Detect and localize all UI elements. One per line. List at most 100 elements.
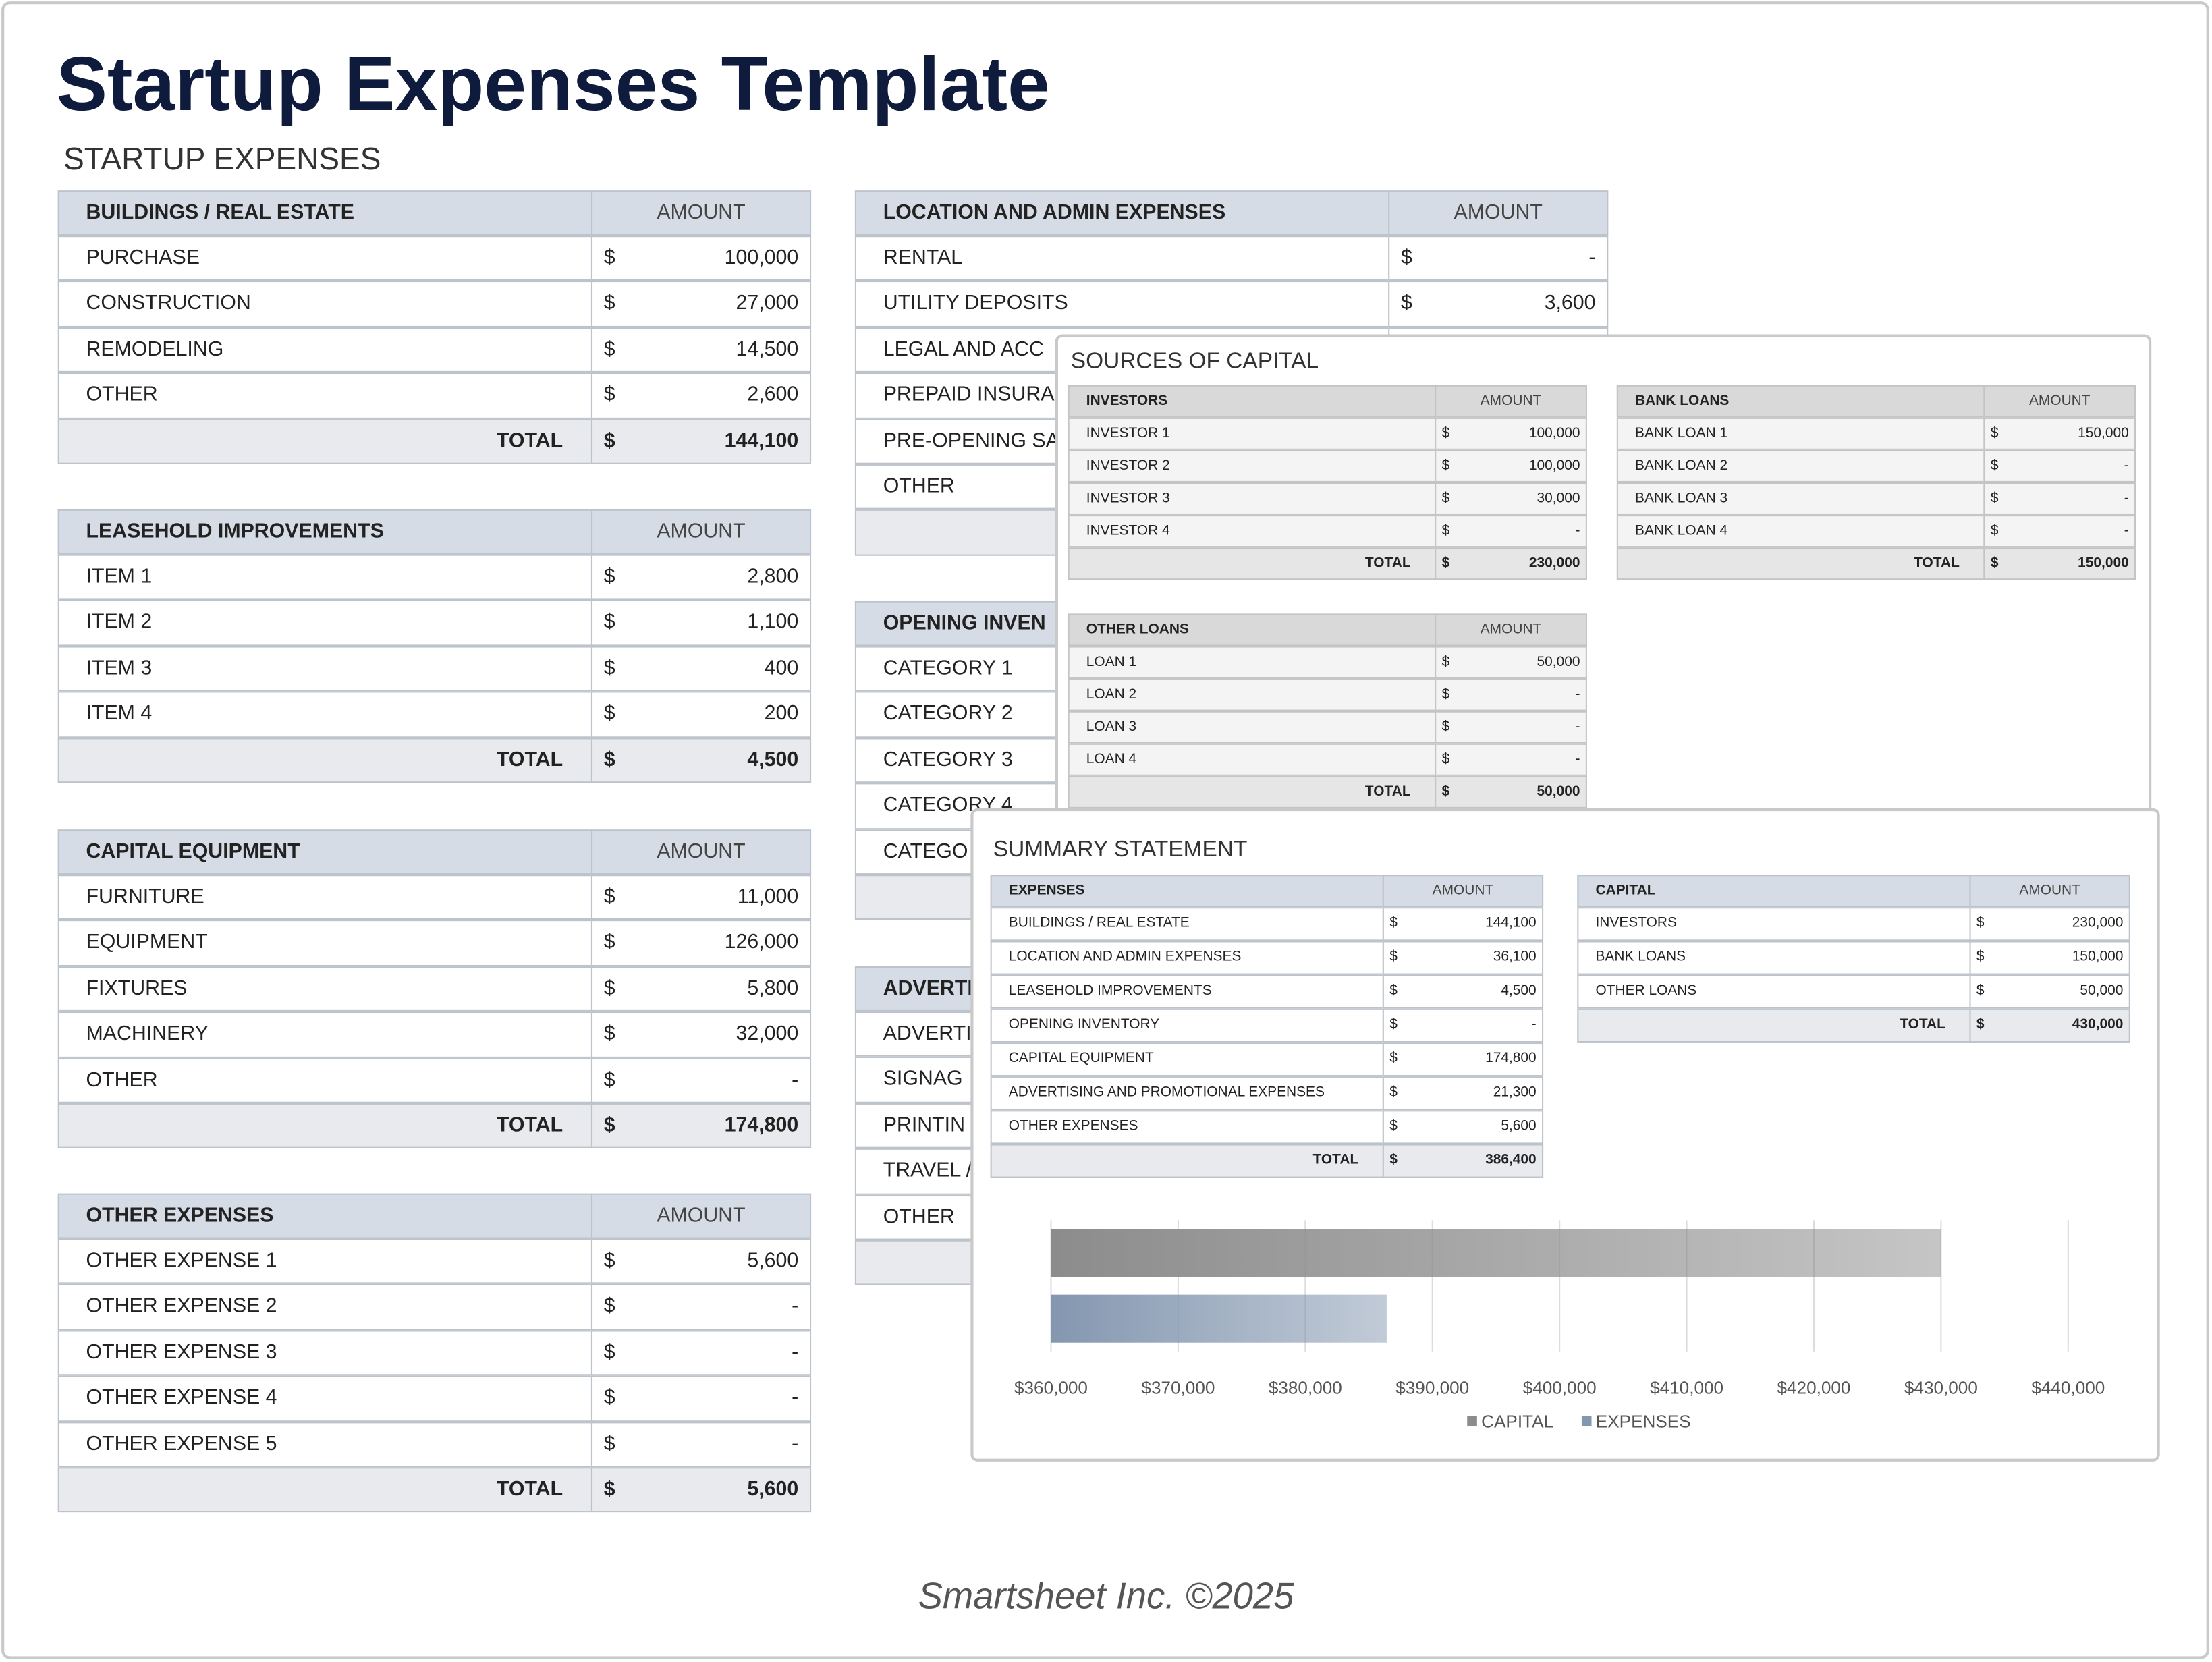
table-row-amount: - bbox=[2124, 523, 2129, 539]
currency-sign: $ bbox=[603, 931, 615, 955]
table-row-label: CAPITAL EQUIPMENT bbox=[1008, 1051, 1154, 1067]
table-row-cell bbox=[1616, 482, 1985, 516]
currency-sign: $ bbox=[603, 1023, 615, 1046]
table-row-cell bbox=[990, 941, 1384, 975]
currency-sign: $ bbox=[603, 292, 615, 316]
total-row-cell bbox=[1616, 547, 1985, 580]
table-row-amount: 3,600 bbox=[1544, 292, 1596, 316]
table-row-cell bbox=[590, 554, 812, 601]
table-title: BUILDINGS / REAL ESTATE bbox=[86, 201, 355, 225]
table-row-cell bbox=[590, 966, 812, 1012]
amount-header: AMOUNT bbox=[2028, 393, 2091, 410]
table-header-cell bbox=[1435, 613, 1587, 646]
table-row-cell bbox=[590, 372, 812, 419]
x-tick-label: $360,000 bbox=[1014, 1378, 1088, 1398]
table-row-cell bbox=[1068, 482, 1437, 516]
currency-sign: $ bbox=[1441, 458, 1450, 474]
table-header-cell bbox=[590, 190, 812, 236]
total-row-label: TOTAL bbox=[1364, 784, 1411, 800]
amount-header: AMOUNT bbox=[657, 1204, 746, 1227]
table-title: OTHER LOANS bbox=[1086, 621, 1189, 638]
table-row-cell bbox=[1382, 974, 1544, 1009]
table-row-cell bbox=[1969, 974, 2130, 1009]
table-row-amount: 150,000 bbox=[2072, 949, 2124, 965]
table-row-cell bbox=[1577, 941, 1971, 975]
table-header-cell bbox=[1388, 190, 1609, 236]
table-row-cell bbox=[590, 875, 812, 920]
table-row-cell bbox=[590, 1421, 812, 1468]
table-row-cell bbox=[1435, 678, 1587, 711]
currency-sign: $ bbox=[603, 1250, 615, 1273]
table-row-amount: - bbox=[792, 1295, 799, 1319]
currency-sign: $ bbox=[1389, 983, 1398, 999]
table-row-amount: 30,000 bbox=[1537, 491, 1580, 507]
total-row-label: TOTAL bbox=[1312, 1153, 1359, 1169]
table-row-cell bbox=[1068, 743, 1437, 776]
table-row-cell bbox=[57, 327, 593, 373]
total-row-label: TOTAL bbox=[1914, 555, 1960, 572]
table-row-amount: - bbox=[1575, 523, 1580, 539]
table-row-cell bbox=[854, 236, 1390, 281]
table-row-cell bbox=[1983, 482, 2136, 516]
table-row-amount: - bbox=[2124, 491, 2129, 507]
amount-header: AMOUNT bbox=[1480, 621, 1542, 638]
table-row-label: CATEGORY 1 bbox=[883, 657, 1013, 680]
table-row-cell bbox=[590, 1284, 812, 1330]
table-row-label: CATEGORY 2 bbox=[883, 702, 1013, 726]
table-row-cell bbox=[1068, 515, 1437, 548]
currency-sign: $ bbox=[1441, 555, 1450, 572]
currency-sign: $ bbox=[1441, 655, 1450, 671]
table-row-label: CONSTRUCTION bbox=[86, 292, 251, 316]
currency-sign: $ bbox=[1990, 491, 1999, 507]
table-row-cell bbox=[1969, 941, 2130, 975]
total-row-cell bbox=[57, 737, 593, 783]
table-row-cell bbox=[1382, 941, 1544, 975]
total-row-label: TOTAL bbox=[496, 748, 563, 771]
table-row-cell bbox=[1969, 907, 2130, 941]
table-row-label: REMODELING bbox=[86, 338, 224, 361]
table-row-cell bbox=[990, 907, 1384, 941]
table-row-label: ADVERTI bbox=[883, 1022, 972, 1046]
table-row-label: INVESTOR 3 bbox=[1086, 491, 1170, 507]
table-row-cell bbox=[1388, 281, 1609, 327]
table-row-label: OTHER bbox=[883, 475, 955, 498]
table-row-cell bbox=[1983, 449, 2136, 482]
table-header-cell bbox=[57, 829, 593, 875]
table-row-amount: 126,000 bbox=[724, 931, 799, 955]
currency-sign: $ bbox=[603, 1387, 615, 1410]
table-header-cell bbox=[1435, 385, 1587, 418]
currency-sign: $ bbox=[603, 1295, 615, 1319]
table-row-amount: - bbox=[1575, 752, 1580, 768]
x-tick-label: $430,000 bbox=[1904, 1378, 1978, 1398]
table-row-label: OPENING INVENTORY bbox=[1008, 1017, 1160, 1033]
table-row-amount: 5,600 bbox=[1501, 1118, 1537, 1134]
table-header-cell bbox=[1983, 385, 2136, 418]
total-row-cell bbox=[1983, 547, 2136, 580]
table-row-cell bbox=[1435, 743, 1587, 776]
currency-sign: $ bbox=[1976, 949, 1985, 965]
table-row-label: OTHER bbox=[883, 1205, 955, 1229]
x-tick-label: $390,000 bbox=[1395, 1378, 1469, 1398]
x-tick-label: $400,000 bbox=[1523, 1378, 1597, 1398]
table-row-cell bbox=[990, 1076, 1384, 1111]
table-row-label: PRE-OPENING SA bbox=[883, 429, 1059, 453]
table-row-cell bbox=[590, 1057, 812, 1103]
total-row-cell bbox=[1435, 775, 1587, 808]
currency-sign: $ bbox=[603, 1068, 615, 1092]
table-row-cell bbox=[57, 372, 593, 419]
currency-sign: $ bbox=[603, 702, 615, 725]
table-row-cell bbox=[1983, 417, 2136, 450]
currency-sign: $ bbox=[1976, 983, 1985, 999]
table-row-label: OTHER EXPENSE 3 bbox=[86, 1341, 277, 1364]
table-row-label: PREPAID INSURAN bbox=[883, 384, 1070, 407]
legend-swatch bbox=[1581, 1416, 1592, 1426]
table-header-cell bbox=[1577, 875, 1971, 908]
total-row-amount: 5,600 bbox=[747, 1478, 799, 1501]
table-row-cell bbox=[1382, 1042, 1544, 1077]
total-row-amount: 430,000 bbox=[2072, 1017, 2124, 1033]
total-row-label: TOTAL bbox=[496, 429, 563, 453]
table-row-cell bbox=[1435, 417, 1587, 450]
panel-heading: SOURCES OF CAPITAL bbox=[1070, 350, 1319, 375]
table-row-label: BANK LOANS bbox=[1595, 949, 1686, 965]
